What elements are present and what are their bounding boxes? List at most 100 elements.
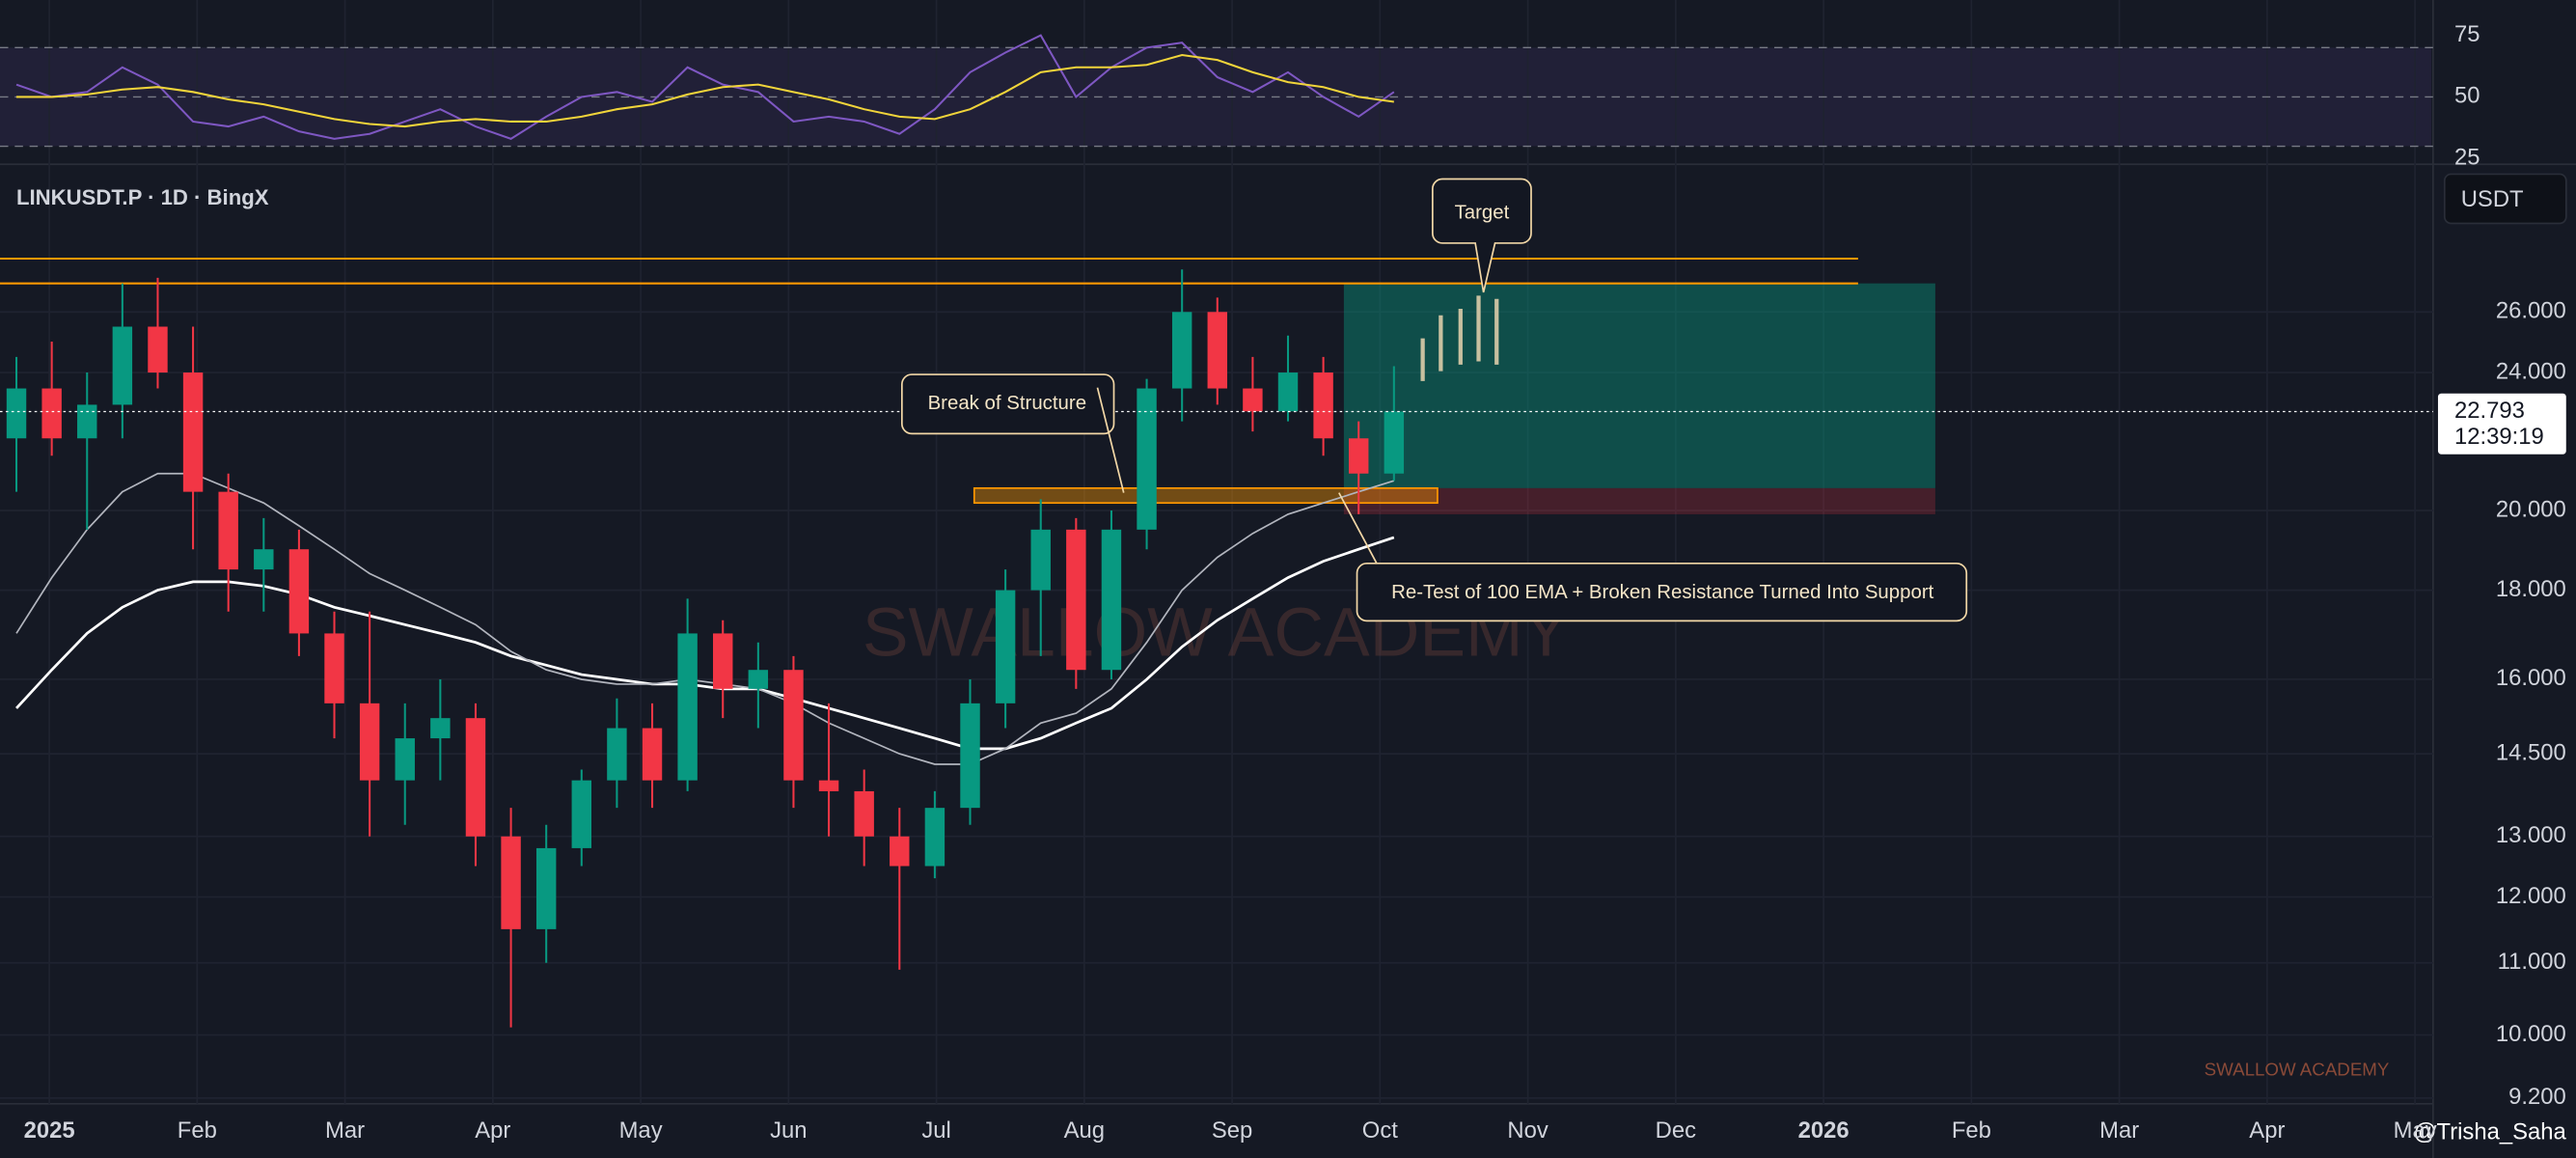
annotation-retest: Re-Test of 100 EMA + Broken Resistance T… (1391, 582, 1933, 603)
candle-body (501, 836, 521, 929)
x-tick-label: Aug (1064, 1117, 1105, 1144)
candle-body (288, 549, 310, 634)
candle-body (254, 549, 274, 570)
y-tick-label: 26.000 (2496, 298, 2566, 324)
candle-body (1277, 372, 1299, 412)
x-tick-label: Mar (2099, 1117, 2139, 1144)
x-tick-label: Mar (325, 1117, 365, 1144)
candle-body (1171, 312, 1192, 389)
candle-body (783, 670, 804, 781)
candle-body (41, 388, 62, 439)
stop-zone (1343, 487, 1935, 514)
candle-body (960, 703, 980, 809)
marks (0, 34, 2433, 1028)
y-tick-label: 13.000 (2496, 822, 2566, 848)
x-tick-label: Dec (1656, 1117, 1696, 1144)
candle-body (1313, 372, 1333, 439)
x-tick-label: Jul (921, 1117, 950, 1144)
rsi-line (15, 34, 1395, 140)
annotations: Target Break of Structure Re-Test of 100… (900, 178, 1968, 622)
x-tick-label: Oct (1362, 1117, 1398, 1144)
x-tick-label: Feb (178, 1117, 217, 1144)
candle-body (571, 780, 592, 848)
rsi-tick-label: 75 (2454, 21, 2480, 47)
candle-body (713, 633, 733, 689)
x-tick-label: Feb (1952, 1117, 1991, 1144)
currency-box[interactable] (2443, 173, 2567, 225)
y-tick-label: 10.000 (2496, 1021, 2566, 1047)
candle-body (148, 326, 168, 373)
annotation-bos: Break of Structure (928, 393, 1087, 414)
callout (1356, 562, 1968, 622)
author: @Trisha_Saha (2413, 1119, 2566, 1145)
y-tick-label: 20.000 (2496, 496, 2566, 522)
candle-body (854, 790, 874, 837)
x-tick-label: 2025 (24, 1117, 75, 1144)
callout-pointer (1096, 387, 1125, 493)
callout (1431, 178, 1532, 293)
ema-line (15, 536, 1395, 751)
grid (0, 0, 2433, 1104)
candle-body (924, 808, 945, 867)
rsi-tick-label: 25 (2454, 145, 2480, 171)
x-tick-label: Apr (475, 1117, 510, 1144)
candle-body (359, 703, 380, 781)
rsi-tick-label: 50 (2454, 83, 2480, 109)
ema-line (15, 472, 1395, 765)
candle-body (77, 404, 97, 439)
target-zone (1343, 283, 1935, 488)
watermark-small: SWALLOW ACADEMY (2205, 1060, 2390, 1080)
callout-pointer (1338, 492, 1378, 565)
y-tick-label: 9.200 (2508, 1084, 2566, 1110)
candle-body (607, 728, 627, 781)
candle-body (465, 718, 486, 837)
y-tick-label: 12.000 (2496, 883, 2566, 909)
candle-body (1384, 411, 1405, 474)
last-price-label: 22.793 (2454, 398, 2525, 424)
price-label-box (2437, 393, 2566, 455)
candle-body (6, 388, 27, 439)
x-tick-label: 2026 (1798, 1117, 1850, 1144)
y-tick-label: 24.000 (2496, 358, 2566, 384)
x-tick-label: May (619, 1117, 663, 1144)
candle-body (1137, 388, 1157, 530)
candle-body (430, 718, 451, 739)
candle-body (1349, 438, 1369, 474)
candle-body (677, 633, 698, 781)
symbol-title: LINKUSDT.P · 1D · BingX (16, 185, 269, 209)
x-tick-label: May (2394, 1117, 2437, 1144)
candle-body (1101, 529, 1122, 671)
candle-body (1066, 529, 1086, 671)
currency[interactable]: USDT (2461, 186, 2524, 212)
rsi-ma-line (16, 53, 1394, 128)
x-tick-label: Nov (1507, 1117, 1548, 1144)
y-tick-label: 16.000 (2496, 665, 2566, 691)
annotation-target: Target (1455, 203, 1510, 224)
y-tick-label: 11.000 (2498, 949, 2566, 975)
candle-body (395, 738, 415, 781)
callout (900, 373, 1115, 435)
candle-body (535, 847, 557, 929)
x-tick-label: Jun (770, 1117, 807, 1144)
candle-body (1207, 312, 1227, 389)
countdown: 12:39:19 (2454, 424, 2544, 450)
candle-body (642, 728, 663, 781)
projection (1420, 295, 1499, 381)
support-zone (973, 486, 1439, 505)
candle-body (890, 836, 910, 867)
candle-body (112, 326, 133, 405)
candle-body (1243, 388, 1263, 412)
candle-body (1030, 529, 1051, 591)
y-tick-label: 18.000 (2496, 576, 2566, 602)
candle-body (182, 372, 204, 492)
x-tick-label: Apr (2249, 1117, 2285, 1144)
candle-body (748, 670, 769, 689)
candle-body (995, 590, 1016, 703)
candle-body (218, 491, 238, 570)
y-tick-label: 14.500 (2496, 739, 2566, 765)
candle-body (818, 780, 839, 791)
x-tick-label: Sep (1212, 1117, 1252, 1144)
candle-body (324, 633, 344, 703)
